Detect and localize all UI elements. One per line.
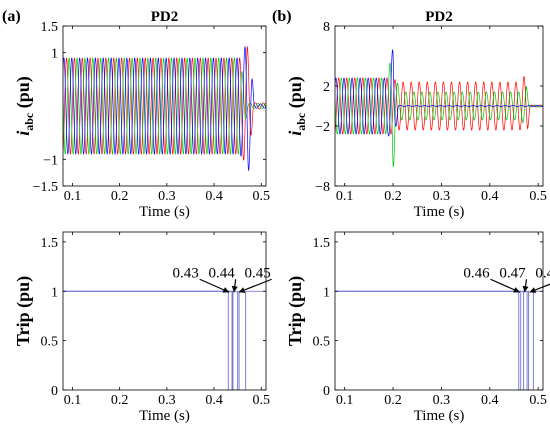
trip-time-label: 0.47 [499, 265, 526, 281]
trip-signal-1 [63, 290, 240, 390]
chart-b-bottom: 0.460.470.480.10.20.30.40.51.510.50Time … [285, 231, 550, 424]
axes-frame [334, 25, 544, 187]
series-line-phase-b [63, 57, 266, 155]
plot-area [63, 45, 266, 172]
x-tick-label: 0.2 [111, 189, 129, 204]
y-tick-label: 1 [323, 285, 330, 300]
y-axis-label-unit: (pu) [285, 76, 306, 113]
y-tick-label: 2 [323, 80, 330, 95]
y-tick-label: 1.5 [313, 236, 331, 251]
series-line-phase-c [63, 45, 266, 172]
x-tick-label: 0.5 [253, 189, 271, 204]
y-axis-label-subscript: abc [22, 112, 36, 131]
x-axis-label: Time (s) [139, 204, 190, 220]
y-tick-label: 0 [323, 384, 330, 399]
y-tick-label: 1 [51, 285, 58, 300]
x-tick-label: 0.5 [253, 393, 271, 408]
annotation-arrowhead [529, 287, 537, 293]
axes-frame [62, 231, 267, 391]
trip-time-label: 0.46 [463, 265, 490, 281]
y-tick-label: 0.5 [313, 335, 331, 350]
x-axis-label: Time (s) [139, 408, 190, 424]
y-tick-label: −1.5 [33, 180, 58, 195]
x-tick-label: 0.2 [384, 189, 402, 204]
x-tick-label: 0.4 [205, 189, 223, 204]
y-tick-label: 1 [51, 47, 58, 62]
axes-frame [62, 25, 267, 187]
x-tick-label: 0.3 [433, 393, 451, 408]
y-tick-label: −2 [315, 120, 330, 135]
trip-signal-1 [335, 290, 528, 390]
y-tick-label: 0 [51, 384, 58, 399]
x-tick-label: 0.4 [481, 393, 499, 408]
chart-b-top: PD2 0.1 0.2 0.3 0.4 0.5 8 2 −2 −8 Time (s) iabc (pu… [285, 9, 547, 220]
annotation-arrowhead [222, 287, 230, 293]
chart-title: PD2 [425, 9, 453, 25]
series-line-phase-c [335, 49, 543, 137]
x-axis-label: Time (s) [414, 408, 465, 424]
y-tick-label: 1.5 [41, 20, 59, 35]
x-tick-label: 0.1 [64, 189, 82, 204]
y-axis-label-symbol: i [13, 131, 33, 136]
x-tick-label: 0.2 [111, 393, 129, 408]
annotation-arrowhead [522, 285, 529, 293]
y-tick-label: 8 [323, 20, 330, 35]
y-tick-label: −8 [315, 180, 330, 195]
annotation-arrowhead [238, 287, 246, 293]
x-axis-label: Time (s) [414, 204, 465, 220]
trip-signal-0 [335, 290, 522, 390]
series-line-phase-b [335, 62, 543, 168]
trip-signal-2 [335, 290, 543, 390]
y-axis-label: Trip (pu) [13, 276, 34, 346]
x-tick-label: 0.1 [336, 393, 354, 408]
y-axis-label-subscript: abc [294, 112, 308, 131]
y-tick-label: 0.5 [41, 335, 59, 350]
trip-time-label: 0.45 [245, 265, 271, 281]
x-tick-label: 0.4 [205, 393, 223, 408]
x-tick-label: 0.5 [529, 393, 547, 408]
annotation-arrowhead [513, 287, 520, 293]
y-axis-label: iabc (pu) [13, 76, 36, 136]
y-tick-label: −1 [43, 153, 58, 168]
x-tick-label: 0.2 [384, 393, 402, 408]
y-tick-label: 1.5 [41, 236, 59, 251]
y-axis-label-unit: (pu) [13, 76, 34, 113]
panel-tag-b: (b) [272, 8, 292, 25]
x-tick-label: 0.3 [158, 393, 176, 408]
trip-signal-0 [63, 290, 233, 390]
axes-frame [334, 231, 544, 391]
x-tick-label: 0.4 [481, 189, 499, 204]
x-tick-label: 0.1 [336, 189, 354, 204]
y-axis-label: Trip (pu) [285, 276, 306, 346]
trip-signal-2 [63, 290, 266, 390]
x-tick-label: 0.1 [64, 393, 82, 408]
chart-a-bottom: 0.43 0.44 0.45 0.1 0.2 0.3 0.4 0.5 1.5 1 0.5 0 Time … [13, 231, 272, 424]
plot-area [335, 290, 543, 390]
trip-time-label: 0.44 [209, 265, 236, 281]
trip-time-label: 0.43 [173, 265, 199, 281]
x-tick-label: 0.3 [433, 189, 451, 204]
panel-tag-a: (a) [2, 8, 21, 25]
plot-area [335, 49, 543, 168]
y-axis-label: iabc (pu) [285, 76, 308, 136]
y-axis-label-symbol: i [285, 131, 305, 136]
annotation-arrowhead [231, 285, 238, 293]
x-tick-label: 0.5 [529, 189, 547, 204]
chart-a-top: PD2 0.1 0.2 0.3 0.4 0.5 1.5 1 −1 −1.5 Time (s) iabc… [13, 9, 270, 220]
x-tick-label: 0.3 [158, 189, 176, 204]
plot-area [63, 290, 266, 390]
chart-title: PD2 [151, 9, 179, 25]
